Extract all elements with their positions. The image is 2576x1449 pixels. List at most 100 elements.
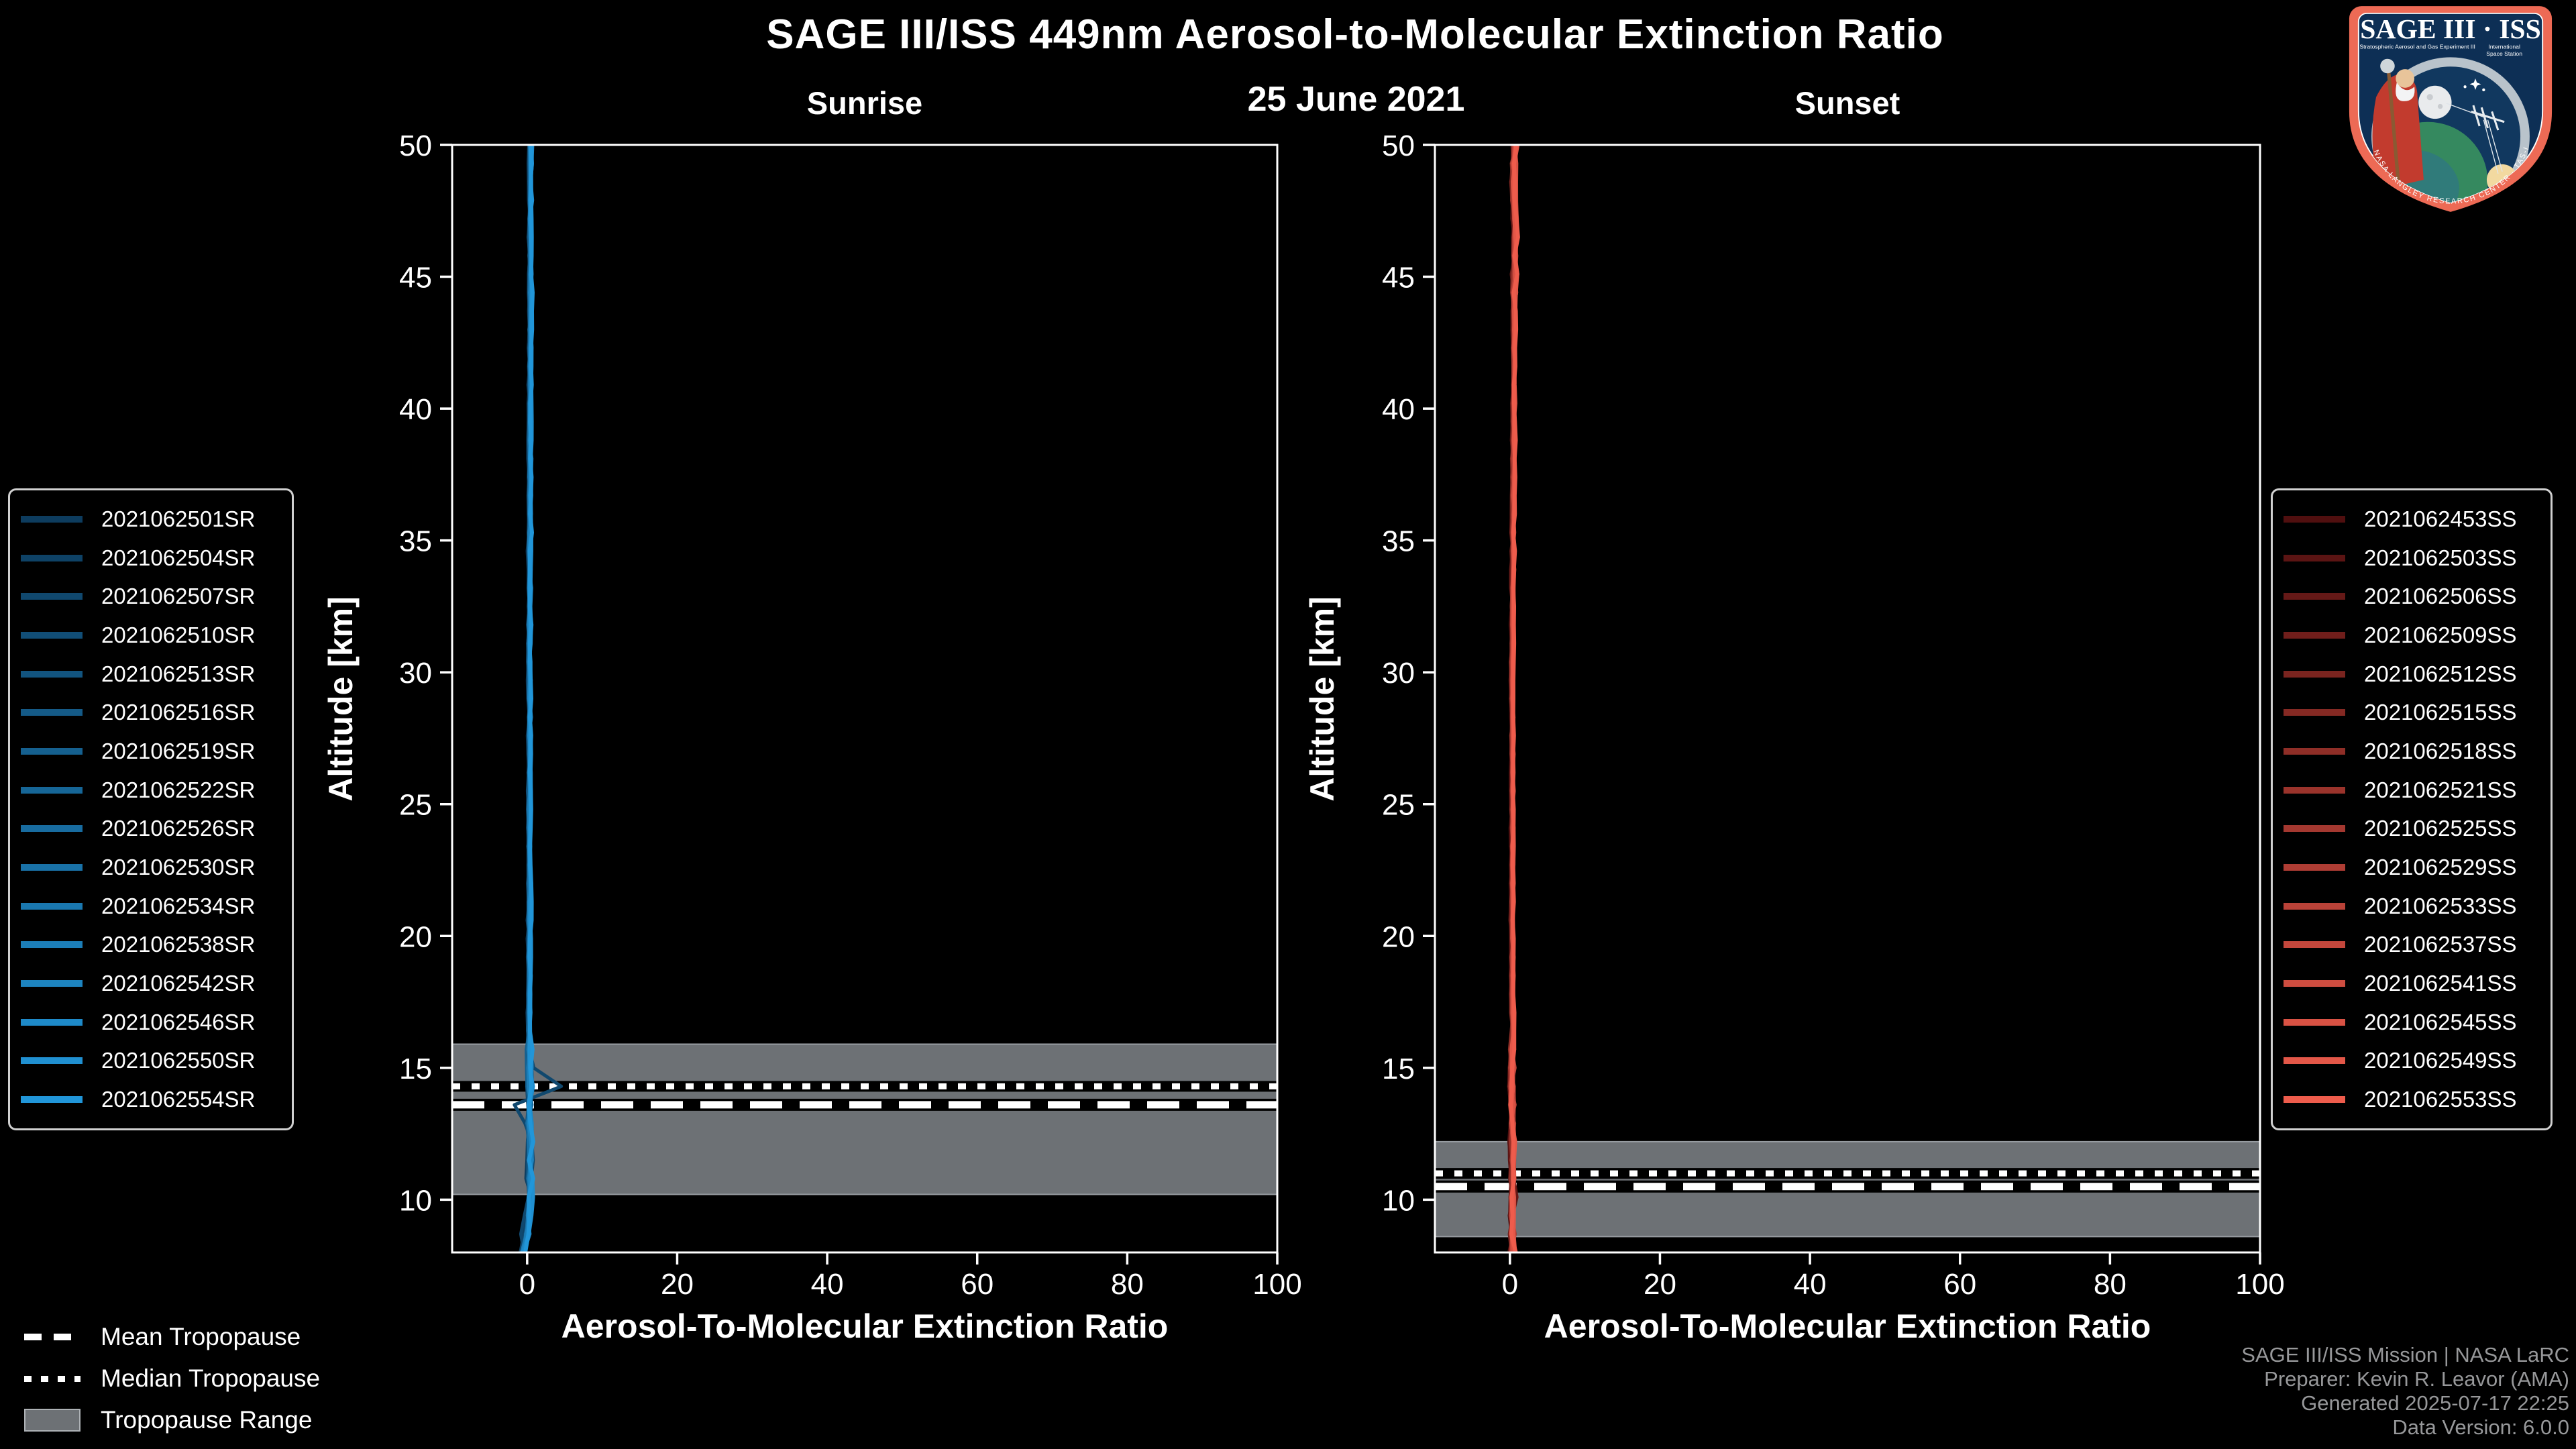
event-id-label: 2021062533SS: [2364, 893, 2517, 918]
event-id-label: 2021062513SR: [101, 661, 256, 686]
y-tick-label: 20: [1382, 920, 1415, 953]
event-id-label: 2021062453SS: [2364, 506, 2517, 531]
legend-item-2021062541SS: 2021062541SS: [2273, 971, 2551, 996]
y-tick-label: 20: [399, 920, 432, 953]
logo-subtitle-right-2: Space Station: [2486, 50, 2522, 57]
event-id-label: 2021062542SR: [101, 971, 256, 996]
event-id-label: 2021062504SR: [101, 545, 256, 570]
logo-stars: [2463, 78, 2485, 92]
legend-item-2021062501SR: 2021062501SR: [10, 506, 292, 532]
legend-item-2021062550SR: 2021062550SR: [10, 1048, 292, 1073]
legend-item-2021062545SS: 2021062545SS: [2273, 1010, 2551, 1035]
attribution: SAGE III/ISS Mission | NASA LaRC Prepare…: [2241, 1343, 2569, 1440]
event-id-label: 2021062546SR: [101, 1009, 256, 1034]
legend-item-2021062553SS: 2021062553SS: [2273, 1087, 2551, 1112]
event-line-swatch: [2284, 1018, 2345, 1026]
y-tick-label: 15: [1382, 1053, 1415, 1085]
x-axis-label-sunrise: Aerosol-To-Molecular Extinction Ratio: [561, 1307, 1169, 1345]
y-tick-label: 10: [399, 1184, 432, 1217]
y-axis-label-sunset: Altitude [km]: [1303, 596, 1341, 802]
profile-2021062553SS: [1508, 145, 1520, 1252]
y-tick-label: 45: [1382, 262, 1415, 294]
event-line-swatch: [2284, 902, 2345, 910]
event-line-swatch: [2284, 709, 2345, 716]
y-tick-label: 45: [399, 262, 432, 294]
legend-item-2021062529SS: 2021062529SS: [2273, 855, 2551, 880]
y-tick-label: 35: [399, 525, 432, 558]
x-tick-label: 60: [961, 1268, 994, 1301]
event-line-swatch: [21, 1057, 83, 1065]
event-line-swatch: [21, 593, 83, 600]
event-id-label: 2021062503SS: [2364, 545, 2517, 570]
legend-item-2021062510SR: 2021062510SR: [10, 623, 292, 648]
legend-item-2021062518SS: 2021062518SS: [2273, 739, 2551, 764]
legend-item-2021062512SS: 2021062512SS: [2273, 661, 2551, 687]
event-id-label: 2021062519SR: [101, 738, 256, 763]
legend-item-2021062530SR: 2021062530SR: [10, 855, 292, 880]
event-id-label: 2021062537SS: [2364, 932, 2517, 957]
event-line-swatch: [2284, 1057, 2345, 1065]
event-id-label: 2021062507SR: [101, 584, 256, 609]
event-line-swatch: [21, 747, 83, 755]
x-tick-label: 100: [1252, 1268, 1301, 1301]
event-id-label: 2021062541SS: [2364, 971, 2517, 996]
event-id-label: 2021062529SS: [2364, 855, 2517, 880]
x-axis-label-sunset: Aerosol-To-Molecular Extinction Ratio: [1544, 1307, 2151, 1345]
event-line-swatch: [2284, 593, 2345, 600]
legend-item-2021062509SS: 2021062509SS: [2273, 623, 2551, 648]
event-id-label: 2021062516SR: [101, 700, 256, 725]
legend-item-2021062521SS: 2021062521SS: [2273, 777, 2551, 803]
event-id-label: 2021062522SR: [101, 777, 256, 802]
event-line-swatch: [2284, 864, 2345, 871]
y-tick-label: 30: [399, 657, 432, 690]
legend-sunrise-events: 2021062501SR 2021062504SR 2021062507SR 2021…: [8, 488, 294, 1130]
event-id-label: 2021062515SS: [2364, 700, 2517, 725]
event-line-swatch: [21, 980, 83, 987]
y-axis-label-sunrise: Altitude [km]: [322, 596, 360, 802]
x-tick-label: 80: [1111, 1268, 1144, 1301]
y-tick-label: 25: [399, 789, 432, 822]
event-id-label: 2021062501SR: [101, 506, 256, 531]
event-id-label: 2021062545SS: [2364, 1009, 2517, 1034]
y-tick-label: 50: [1382, 129, 1415, 162]
legend-item-2021062554SR: 2021062554SR: [10, 1087, 292, 1112]
event-id-label: 2021062534SR: [101, 893, 256, 918]
tropopause-range-label: Tropopause Range: [101, 1406, 313, 1434]
x-tick-label: 40: [811, 1268, 844, 1301]
legend-item-median-tropopause: Median Tropopause: [24, 1358, 320, 1399]
mission-logo: SAGE III · ISS Stratospheric Aerosol and…: [2346, 4, 2553, 212]
logo-title: SAGE III · ISS: [2360, 14, 2540, 45]
event-line-swatch: [21, 1018, 83, 1026]
legend-item-2021062542SR: 2021062542SR: [10, 971, 292, 996]
event-id-label: 2021062521SS: [2364, 777, 2517, 802]
event-line-swatch: [21, 554, 83, 561]
event-line-swatch: [2284, 980, 2345, 987]
y-tick-label: 40: [399, 393, 432, 426]
x-tick-label: 20: [661, 1268, 694, 1301]
event-id-label: 2021062526SR: [101, 816, 256, 841]
figure-title: SAGE III/ISS 449nm Aerosol-to-Molecular …: [766, 11, 1944, 58]
legend-item-2021062538SR: 2021062538SR: [10, 932, 292, 957]
attribution-generated: Generated 2025-07-17 22:25: [2301, 1391, 2569, 1415]
event-line-swatch: [2284, 1096, 2345, 1104]
event-id-label: 2021062549SS: [2364, 1048, 2517, 1073]
event-line-swatch: [2284, 631, 2345, 639]
event-line-swatch: [21, 709, 83, 716]
y-tick-label: 30: [1382, 657, 1415, 690]
legend-item-2021062526SR: 2021062526SR: [10, 816, 292, 841]
x-tick-label: 80: [2094, 1268, 2127, 1301]
logo-moon: [2418, 85, 2452, 119]
axes-frame: [1434, 144, 2261, 1254]
event-line-swatch: [21, 670, 83, 678]
legend-sunset-events: 2021062453SS 2021062503SS 2021062506SS 2021…: [2271, 488, 2553, 1130]
panel-title-sunrise: Sunrise: [806, 85, 923, 121]
logo-subtitle-right-1: International: [2488, 43, 2520, 50]
legend-item-2021062522SR: 2021062522SR: [10, 777, 292, 803]
profiles-sunrise: [513, 145, 564, 1252]
event-id-label: 2021062554SR: [101, 1087, 256, 1112]
event-id-label: 2021062512SS: [2364, 661, 2517, 686]
event-line-swatch: [21, 941, 83, 949]
y-tick-label: 40: [1382, 393, 1415, 426]
logo-subtitle-left: Stratospheric Aerosol and Gas Experiment…: [2359, 43, 2475, 50]
